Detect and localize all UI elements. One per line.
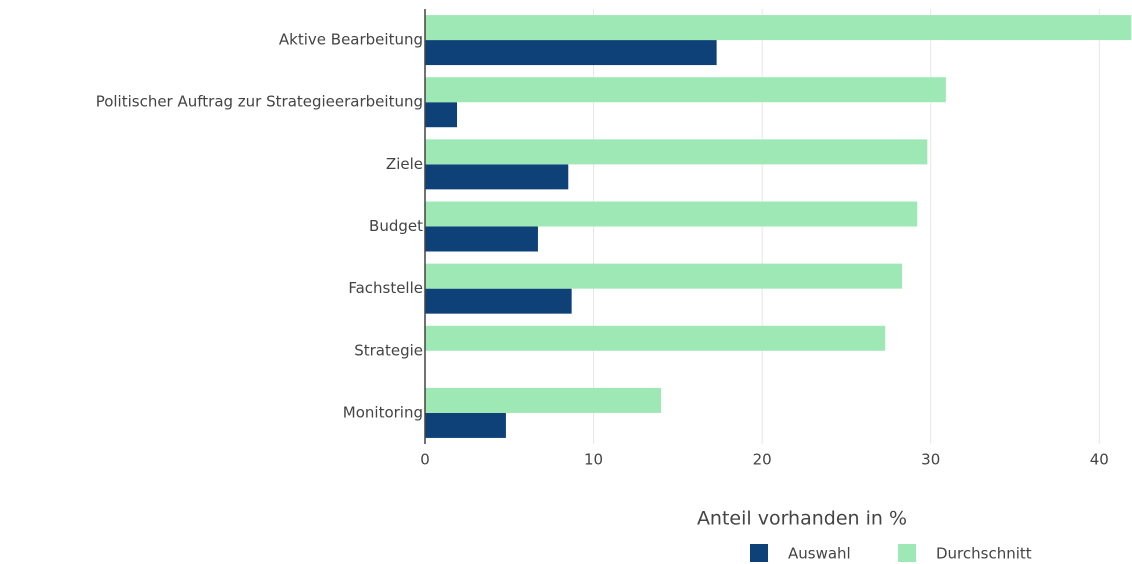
bar <box>425 325 886 351</box>
y-tick-label: Strategie <box>354 341 423 359</box>
x-tick-label: 20 <box>753 451 772 469</box>
bar <box>425 40 717 66</box>
bar <box>425 139 928 165</box>
bar <box>425 102 458 128</box>
x-tick-label: 40 <box>1090 451 1109 469</box>
bar <box>425 387 661 413</box>
legend-swatch <box>750 544 768 562</box>
bar <box>425 226 538 252</box>
legend-swatch <box>898 544 916 562</box>
bar <box>425 15 1132 41</box>
bar <box>425 288 572 314</box>
x-tick-label: 10 <box>584 451 603 469</box>
bar <box>425 412 506 438</box>
legend-label: Auswahl <box>788 545 851 563</box>
y-tick-label: Politischer Auftrag zur Strategieerarbei… <box>96 93 423 111</box>
bar <box>425 77 946 103</box>
bar <box>425 263 903 289</box>
bar <box>425 164 569 190</box>
y-tick-label: Monitoring <box>343 403 423 421</box>
y-tick-label: Ziele <box>386 155 423 173</box>
y-tick-label: Budget <box>369 217 423 235</box>
bar <box>425 201 918 227</box>
y-tick-label: Aktive Bearbeitung <box>279 31 423 49</box>
x-tick-label: 0 <box>420 451 430 469</box>
legend-label: Durchschnitt <box>936 545 1032 563</box>
y-tick-label: Fachstelle <box>348 279 423 297</box>
x-tick-label: 30 <box>921 451 940 469</box>
x-axis-title: Anteil vorhanden in % <box>697 508 907 530</box>
